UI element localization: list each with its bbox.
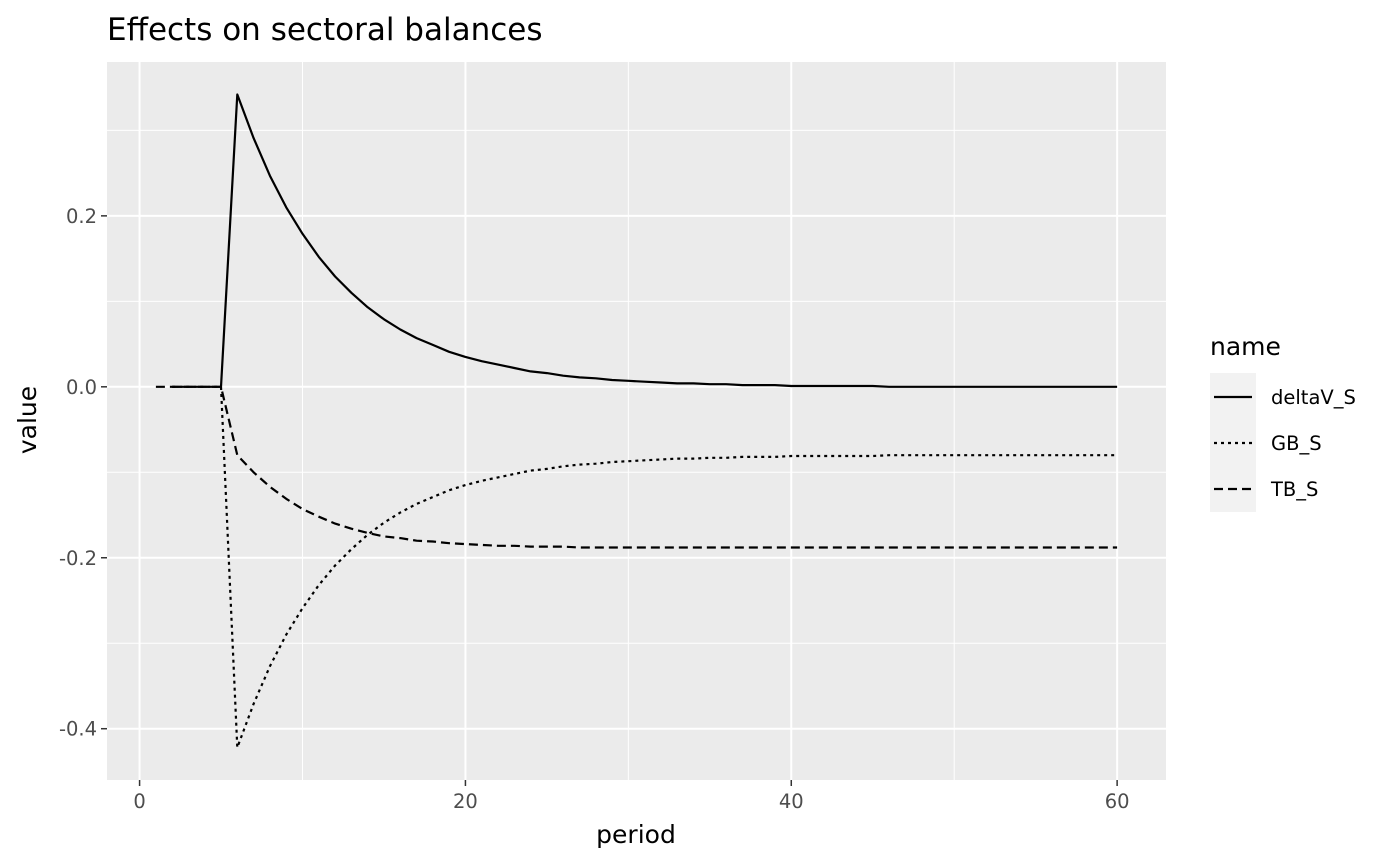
legend-label: TB_S [1270,478,1318,501]
series-line-deltav-s [172,93,1118,388]
minor-gridlines [107,62,1166,780]
legend-title: name [1210,332,1281,361]
y-tick-label: -0.2 [59,547,97,570]
x-axis: 0 20 40 60 [133,780,1130,813]
legend-label: deltaV_S [1271,386,1356,409]
series-line-gb-s [172,385,1118,749]
x-tick-label: 0 [133,790,145,813]
series-lines [155,93,1118,749]
legend-label: GB_S [1271,432,1322,455]
x-tick-label: 60 [1105,790,1130,813]
plot-panel [107,62,1166,780]
y-axis: -0.4 -0.2 0.0 0.2 [59,205,107,741]
y-tick-label: 0.2 [66,205,97,228]
y-axis-title: value [13,386,42,454]
x-axis-title: period [596,820,676,849]
legend: name deltaV_S GB_S TB_S [1210,332,1356,512]
x-tick-label: 20 [453,790,478,813]
y-tick-label: -0.4 [59,718,97,741]
chart-title: Effects on sectoral balances [107,12,542,48]
y-tick-label: 0.0 [66,376,97,399]
x-tick-label: 40 [779,790,804,813]
